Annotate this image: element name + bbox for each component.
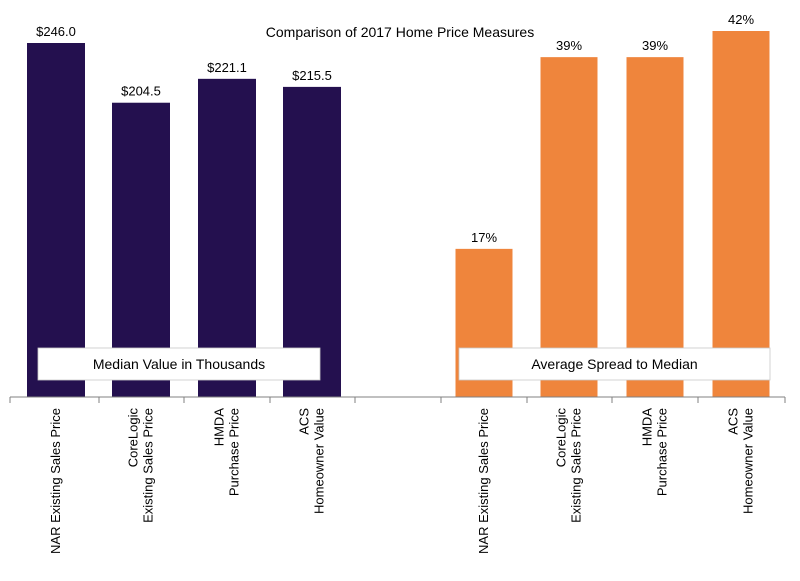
category-label-line: Homeowner Value [312, 408, 327, 514]
bar [712, 31, 770, 397]
data-label: 17% [471, 230, 497, 245]
category-label-line: Existing Sales Price [569, 408, 584, 523]
category-label-line: Purchase Price [227, 408, 242, 496]
category-label-line: Existing Sales Price [141, 408, 156, 523]
category-label-line: NAR Existing Sales Price [48, 408, 63, 554]
category-label: CoreLogicExisting Sales Price [126, 408, 156, 523]
category-label-line: HMDA [640, 408, 655, 447]
category-label-line: CoreLogic [554, 408, 569, 468]
bar [626, 57, 684, 398]
data-label: 39% [556, 38, 582, 53]
bar [283, 86, 341, 397]
data-label: 42% [728, 12, 754, 27]
data-label: 39% [642, 38, 668, 53]
panel-2: 17% NAR Existing Sales Price 39% CoreLogicE… [455, 12, 771, 554]
bar [540, 57, 598, 398]
panel-1: $246.0 NAR Existing Sales Price $204.5 Core… [27, 24, 341, 554]
plot-area: $246.0 NAR Existing Sales Price $204.5 Core… [9, 12, 786, 554]
category-label: NAR Existing Sales Price [48, 408, 63, 554]
category-label-line: CoreLogic [126, 408, 141, 468]
category-label-line: NAR Existing Sales Price [476, 408, 491, 554]
category-label: HMDAPurchase Price [640, 408, 670, 496]
category-label-line: Homeowner Value [741, 408, 756, 514]
category-label-line: HMDA [212, 408, 227, 447]
category-label: CoreLogicExisting Sales Price [554, 408, 584, 523]
category-label-line: Purchase Price [655, 408, 670, 496]
category-label: ACSHomeowner Value [297, 408, 327, 514]
panel-label: Median Value in Thousands [93, 356, 265, 372]
category-label: ACSHomeowner Value [726, 408, 756, 514]
category-label-line: ACS [297, 408, 312, 435]
bar [198, 78, 256, 397]
category-label: NAR Existing Sales Price [476, 408, 491, 554]
category-label: HMDAPurchase Price [212, 408, 242, 496]
data-label: $204.5 [121, 84, 161, 99]
category-label-line: ACS [726, 408, 741, 435]
data-label: $221.1 [207, 60, 247, 75]
data-label: $246.0 [36, 24, 76, 39]
panel-label-box [37, 347, 321, 381]
bar [27, 43, 85, 397]
panel-label-box [458, 347, 771, 381]
chart-title: Comparison of 2017 Home Price Measures [266, 24, 534, 40]
panel-label: Average Spread to Median [531, 356, 697, 372]
data-label: $215.5 [292, 68, 332, 83]
